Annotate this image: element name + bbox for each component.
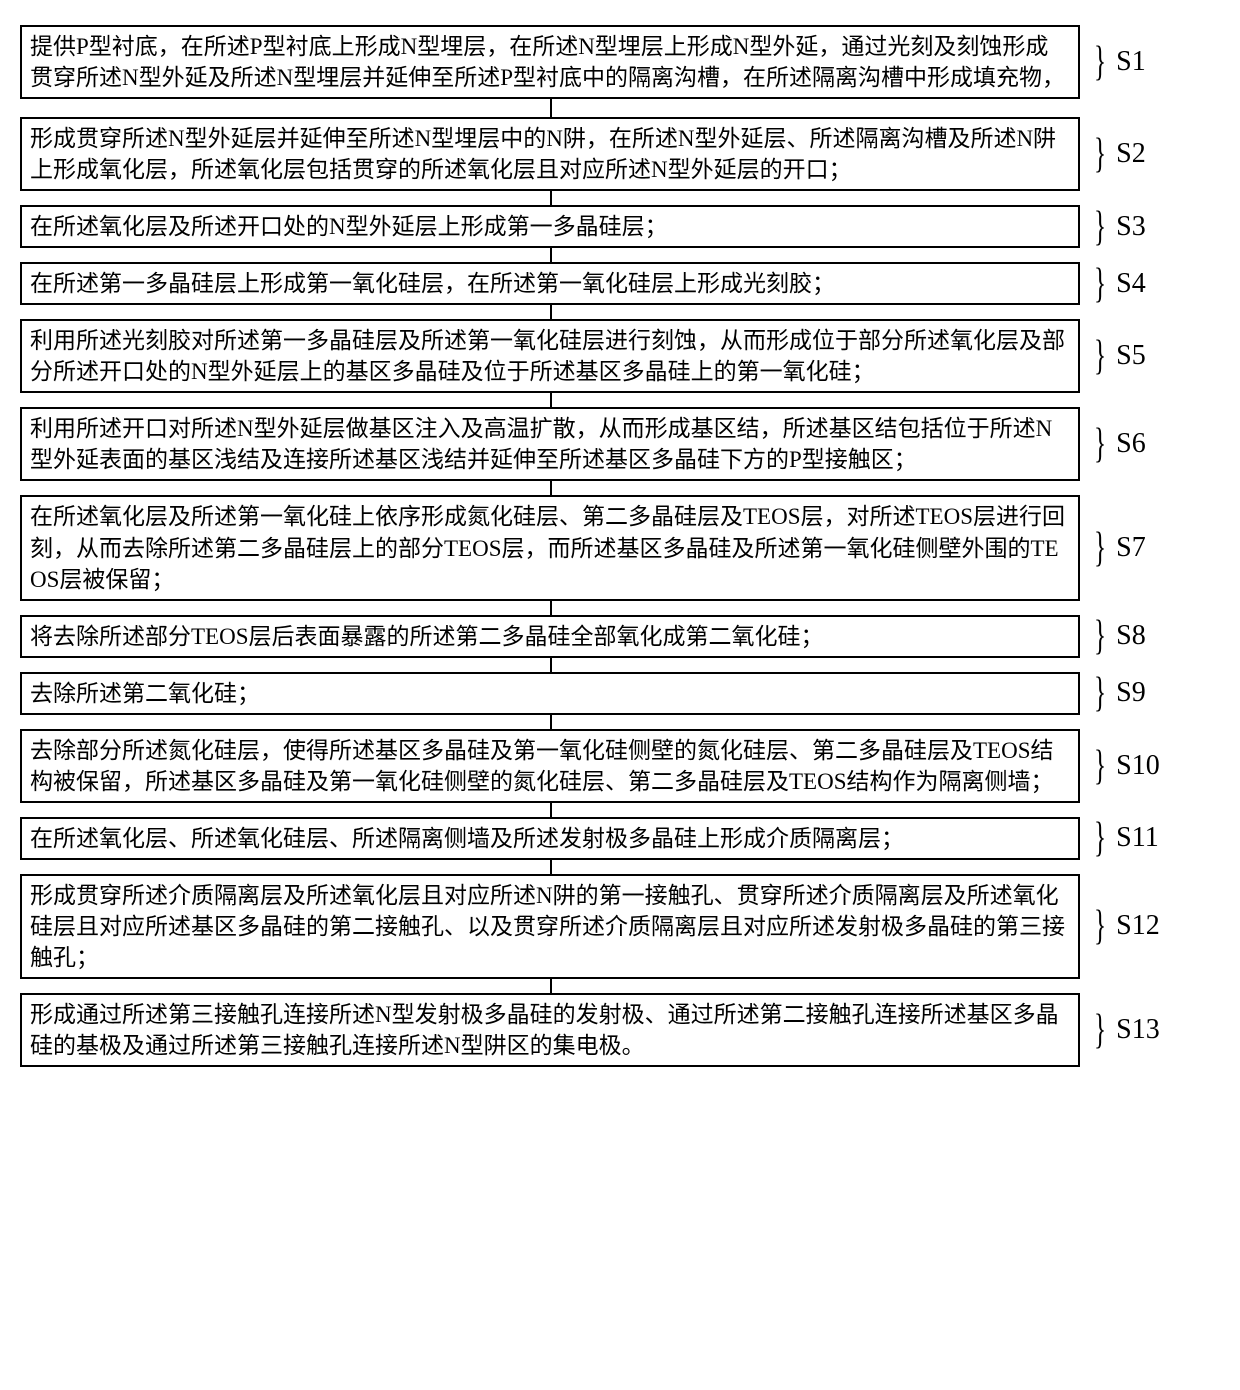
vertical-connector [550, 305, 552, 319]
step-row: 在所述第一多晶硅层上形成第一氧化硅层，在所述第一氧化硅层上形成光刻胶； } S4 [20, 262, 1220, 305]
step-label-connector: } S11 [1080, 817, 1220, 859]
step-label: S4 [1116, 268, 1146, 300]
step-box-s1: 提供P型衬底，在所述P型衬底上形成N型埋层，在所述N型埋层上形成N型外延，通过光… [20, 25, 1080, 99]
step-label-connector: } S3 [1080, 206, 1220, 248]
step-row: 在所述氧化层及所述开口处的N型外延层上形成第一多晶硅层； } S3 [20, 205, 1220, 248]
step-label-connector: } S2 [1080, 133, 1220, 175]
step-row: 将去除所述部分TEOS层后表面暴露的所述第二多晶硅全部氧化成第二氧化硅； } S… [20, 615, 1220, 658]
bracket-icon: } [1094, 335, 1106, 377]
step-box-s6: 利用所述开口对所述N型外延层做基区注入及高温扩散，从而形成基区结，所述基区结包括… [20, 407, 1080, 481]
step-box-s10: 去除部分所述氮化硅层，使得所述基区多晶硅及第一氧化硅侧壁的氮化硅层、第二多晶硅层… [20, 729, 1080, 803]
bracket-icon: } [1094, 133, 1106, 175]
step-label-connector: } S8 [1080, 615, 1220, 657]
step-label: S3 [1116, 211, 1146, 243]
step-row: 利用所述光刻胶对所述第一多晶硅层及所述第一氧化硅层进行刻蚀，从而形成位于部分所述… [20, 319, 1220, 393]
bracket-icon: } [1094, 615, 1106, 657]
step-label-connector: } S5 [1080, 335, 1220, 377]
step-box-s11: 在所述氧化层、所述氧化硅层、所述隔离侧墙及所述发射极多晶硅上形成介质隔离层； [20, 817, 1080, 860]
step-box-s9: 去除所述第二氧化硅； [20, 672, 1080, 715]
step-label-connector: } S1 [1080, 41, 1220, 83]
bracket-icon: } [1094, 527, 1106, 569]
step-label-connector: } S9 [1080, 672, 1220, 714]
step-label-connector: } S13 [1080, 1009, 1220, 1051]
vertical-connector [550, 803, 552, 817]
step-row: 在所述氧化层、所述氧化硅层、所述隔离侧墙及所述发射极多晶硅上形成介质隔离层； }… [20, 817, 1220, 860]
bracket-icon: } [1094, 745, 1106, 787]
step-row: 形成贯穿所述N型外延层并延伸至所述N型埋层中的N阱，在所述N型外延层、所述隔离沟… [20, 117, 1220, 191]
step-box-s13: 形成通过所述第三接触孔连接所述N型发射极多晶硅的发射极、通过所述第二接触孔连接所… [20, 993, 1080, 1067]
step-box-s5: 利用所述光刻胶对所述第一多晶硅层及所述第一氧化硅层进行刻蚀，从而形成位于部分所述… [20, 319, 1080, 393]
step-row: 去除部分所述氮化硅层，使得所述基区多晶硅及第一氧化硅侧壁的氮化硅层、第二多晶硅层… [20, 729, 1220, 803]
step-box-s7: 在所述氧化层及所述第一氧化硅上依序形成氮化硅层、第二多晶硅层及TEOS层，对所述… [20, 495, 1080, 600]
vertical-connector [550, 481, 552, 495]
step-box-s12: 形成贯穿所述介质隔离层及所述氧化层且对应所述N阱的第一接触孔、贯穿所述介质隔离层… [20, 874, 1080, 979]
vertical-connector [550, 601, 552, 615]
bracket-icon: } [1094, 41, 1106, 83]
step-row: 提供P型衬底，在所述P型衬底上形成N型埋层，在所述N型埋层上形成N型外延，通过光… [20, 25, 1220, 99]
step-row: 形成通过所述第三接触孔连接所述N型发射极多晶硅的发射极、通过所述第二接触孔连接所… [20, 993, 1220, 1067]
flowchart-container: 提供P型衬底，在所述P型衬底上形成N型埋层，在所述N型埋层上形成N型外延，通过光… [20, 25, 1220, 1067]
bracket-icon: } [1094, 817, 1106, 859]
step-box-s8: 将去除所述部分TEOS层后表面暴露的所述第二多晶硅全部氧化成第二氧化硅； [20, 615, 1080, 658]
step-box-s3: 在所述氧化层及所述开口处的N型外延层上形成第一多晶硅层； [20, 205, 1080, 248]
vertical-connector [550, 658, 552, 672]
bracket-icon: } [1094, 672, 1106, 714]
vertical-connector [550, 99, 552, 117]
step-box-s4: 在所述第一多晶硅层上形成第一氧化硅层，在所述第一氧化硅层上形成光刻胶； [20, 262, 1080, 305]
bracket-icon: } [1094, 423, 1106, 465]
vertical-connector [550, 393, 552, 407]
bracket-icon: } [1094, 263, 1106, 305]
vertical-connector [550, 191, 552, 205]
bracket-icon: } [1094, 1009, 1106, 1051]
step-label: S13 [1116, 1014, 1160, 1046]
step-label: S1 [1116, 46, 1146, 78]
step-row: 在所述氧化层及所述第一氧化硅上依序形成氮化硅层、第二多晶硅层及TEOS层，对所述… [20, 495, 1220, 600]
step-label-connector: } S12 [1080, 905, 1220, 947]
vertical-connector [550, 715, 552, 729]
step-label: S6 [1116, 428, 1146, 460]
step-label: S5 [1116, 340, 1146, 372]
step-label-connector: } S7 [1080, 527, 1220, 569]
step-label: S11 [1116, 822, 1159, 854]
step-label: S7 [1116, 532, 1146, 564]
step-row: 利用所述开口对所述N型外延层做基区注入及高温扩散，从而形成基区结，所述基区结包括… [20, 407, 1220, 481]
step-label: S12 [1116, 910, 1160, 942]
step-label: S9 [1116, 677, 1146, 709]
step-label: S10 [1116, 750, 1160, 782]
step-box-s2: 形成贯穿所述N型外延层并延伸至所述N型埋层中的N阱，在所述N型外延层、所述隔离沟… [20, 117, 1080, 191]
vertical-connector [550, 248, 552, 262]
bracket-icon: } [1094, 905, 1106, 947]
bracket-icon: } [1094, 206, 1106, 248]
vertical-connector [550, 979, 552, 993]
step-label: S8 [1116, 620, 1146, 652]
step-label-connector: } S10 [1080, 745, 1220, 787]
vertical-connector [550, 860, 552, 874]
step-label-connector: } S4 [1080, 263, 1220, 305]
step-label: S2 [1116, 138, 1146, 170]
step-label-connector: } S6 [1080, 423, 1220, 465]
step-row: 去除所述第二氧化硅； } S9 [20, 672, 1220, 715]
step-row: 形成贯穿所述介质隔离层及所述氧化层且对应所述N阱的第一接触孔、贯穿所述介质隔离层… [20, 874, 1220, 979]
